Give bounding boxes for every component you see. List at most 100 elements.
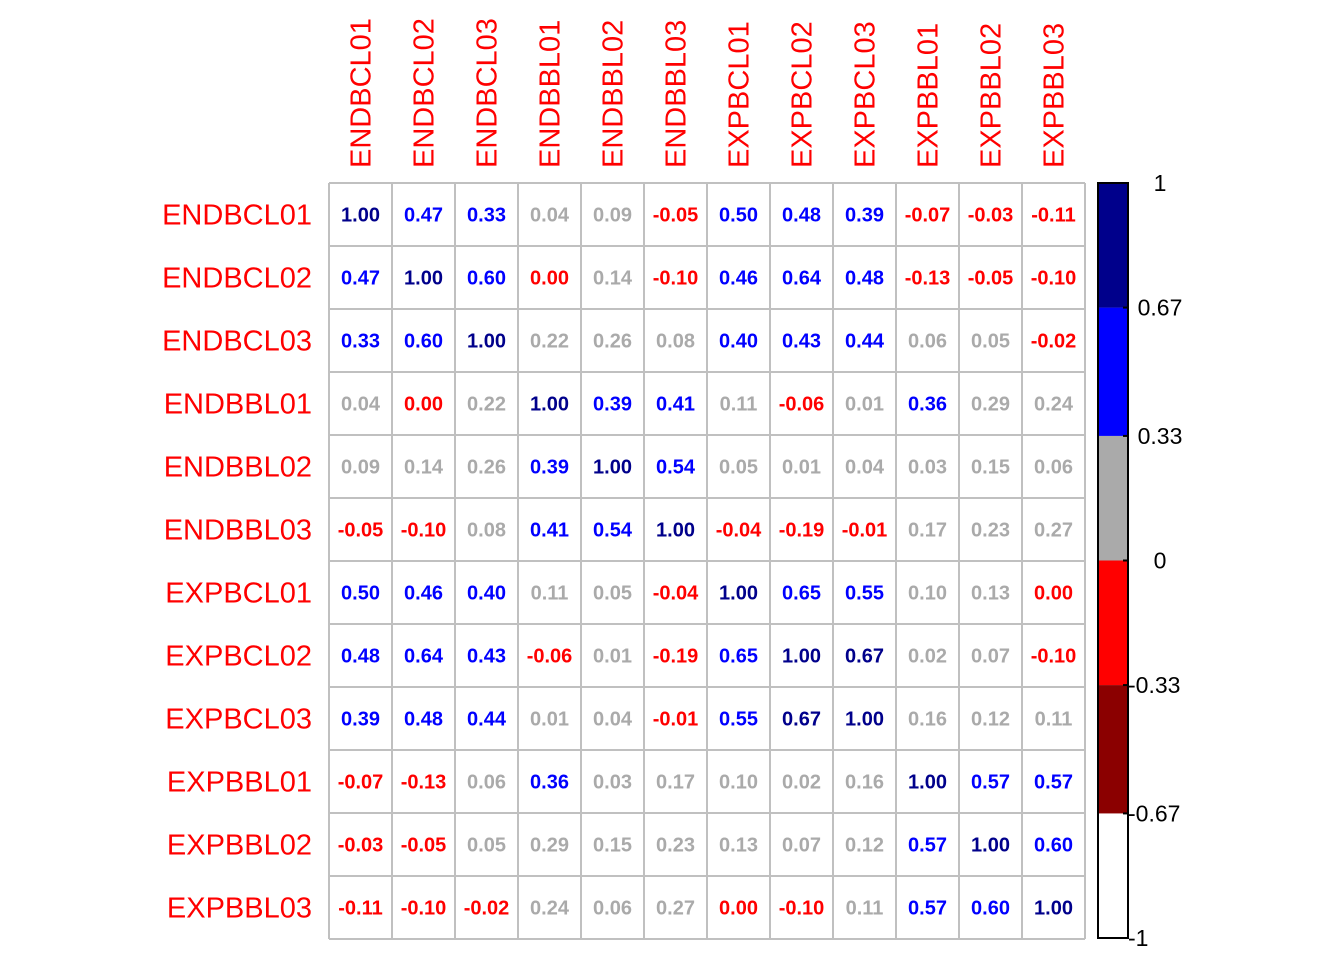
column-label: ENDBBL01 — [535, 20, 567, 168]
cell-value-label: 0.60 — [971, 898, 1010, 920]
cell-value-label: 0.11 — [846, 898, 884, 920]
cell-value-label: 0.67 — [845, 646, 884, 668]
cell-value-label: -0.03 — [968, 205, 1014, 227]
cell-value-label: 0.64 — [782, 268, 822, 290]
colorbar-tick-label: -0.67 — [1128, 800, 1180, 826]
cell-value-label: 0.50 — [719, 205, 758, 227]
cell-value-label: 1.00 — [404, 268, 443, 290]
cell-value-label: 0.48 — [404, 709, 443, 731]
column-label: ENDBBL03 — [661, 20, 693, 168]
cell-value-label: -0.11 — [1031, 205, 1075, 227]
cell-value-label: 0.47 — [341, 268, 380, 290]
row-label: EXPBCL02 — [165, 641, 312, 673]
cell-value-label: 0.04 — [530, 205, 570, 227]
cell-value-label: 0.22 — [530, 331, 569, 353]
cell-value-label: 1.00 — [530, 394, 569, 416]
colorbar-segment — [1098, 435, 1128, 561]
colorbar-segment — [1098, 183, 1128, 308]
cell-value-label: 0.01 — [530, 709, 569, 731]
cell-value-label: 0.05 — [593, 583, 632, 605]
cell-value-label: -0.10 — [653, 268, 699, 290]
cell-value-label: 0.29 — [971, 394, 1010, 416]
cell-value-label: 1.00 — [341, 205, 380, 227]
colorbar-tick-label: 0.67 — [1138, 295, 1183, 321]
cell-value-label: 0.06 — [1034, 457, 1073, 479]
row-label: EXPBBL01 — [167, 767, 312, 799]
cell-value-label: 0.11 — [1035, 709, 1073, 731]
cell-value-label: 0.14 — [593, 268, 633, 290]
cell-value-label: -0.06 — [779, 394, 825, 416]
cell-value-label: 0.39 — [593, 394, 632, 416]
cell-value-label: 0.50 — [341, 583, 380, 605]
cell-value-label: 0.15 — [593, 835, 632, 857]
column-label: ENDBBL02 — [598, 20, 630, 168]
cell-value-label: -0.10 — [1031, 646, 1077, 668]
cell-value-label: 0.07 — [971, 646, 1010, 668]
cell-value-label: 0.03 — [593, 772, 632, 794]
cell-value-label: 0.46 — [719, 268, 758, 290]
heatmap-grid — [328, 182, 1086, 940]
cell-value-label: 0.24 — [530, 898, 570, 920]
cell-value-label: 0.33 — [341, 331, 380, 353]
row-label: EXPBBL03 — [167, 893, 312, 925]
cell-value-label: -0.05 — [338, 520, 384, 542]
cell-value-label: 0.44 — [467, 709, 507, 731]
cell-value-label: 0.60 — [1034, 835, 1073, 857]
cell-value-label: -0.10 — [779, 898, 825, 920]
cell-value-label: -0.10 — [1031, 268, 1077, 290]
column-label: EXPBBL03 — [1039, 23, 1071, 168]
column-label: EXPBCL01 — [724, 21, 756, 168]
cell-value-label: 0.44 — [845, 331, 885, 353]
colorbar-tick-label: 0.33 — [1138, 423, 1183, 449]
row-label: ENDBCL01 — [162, 200, 312, 232]
column-label: EXPBBL01 — [913, 23, 945, 168]
column-label: EXPBBL02 — [976, 23, 1008, 168]
cell-value-label: 0.00 — [404, 394, 443, 416]
cell-value-label: 0.29 — [530, 835, 569, 857]
cell-value-label: -0.11 — [338, 898, 382, 920]
cell-value-label: 1.00 — [467, 331, 506, 353]
colorbar-segment — [1098, 307, 1128, 436]
row-label: EXPBCL03 — [165, 704, 312, 736]
cell-value-label: 0.40 — [719, 331, 758, 353]
cell-value-label: 0.00 — [1034, 583, 1073, 605]
cell-value-label: -0.10 — [401, 520, 447, 542]
row-label: EXPBBL02 — [167, 830, 312, 862]
cell-value-label: 0.12 — [971, 709, 1010, 731]
colorbar-tick-label: 1 — [1154, 170, 1167, 196]
cell-value-label: 0.48 — [845, 268, 884, 290]
cell-value-label: 0.01 — [593, 646, 632, 668]
cell-value-label: -0.07 — [338, 772, 384, 794]
column-label: ENDBCL01 — [346, 18, 378, 168]
cell-value-label: 0.47 — [404, 205, 443, 227]
cell-value-label: 0.27 — [656, 898, 695, 920]
row-label: ENDBBL02 — [164, 452, 312, 484]
cell-value-label: 1.00 — [593, 457, 632, 479]
cell-value-label: 0.04 — [845, 457, 885, 479]
cell-value-label: 0.36 — [908, 394, 947, 416]
cell-value-label: 0.48 — [782, 205, 821, 227]
cell-value-label: 0.55 — [845, 583, 884, 605]
cell-value-label: 0.36 — [530, 772, 569, 794]
colorbar-segment — [1098, 813, 1128, 938]
cell-value-label: 0.60 — [404, 331, 443, 353]
cell-value-label: 0.48 — [341, 646, 380, 668]
cell-value-label: -0.02 — [464, 898, 510, 920]
cell-value-label: 0.06 — [908, 331, 947, 353]
colorbar-tick-label: -0.33 — [1128, 672, 1180, 698]
cell-value-label: 0.33 — [467, 205, 506, 227]
cell-value-label: 0.05 — [719, 457, 758, 479]
colorbar-tick-label: -1 — [1128, 925, 1148, 951]
colorbar-segment — [1098, 560, 1128, 686]
colorbar-tick-label: 0 — [1154, 548, 1167, 574]
cell-value-label: -0.04 — [653, 583, 699, 605]
cell-value-label: 1.00 — [971, 835, 1010, 857]
column-label: ENDBCL03 — [472, 18, 504, 168]
cell-value-label: 0.13 — [719, 835, 758, 857]
cell-value-label: 0.64 — [404, 646, 444, 668]
cell-value-label: 0.00 — [719, 898, 758, 920]
cell-value-label: -0.05 — [968, 268, 1014, 290]
cell-value-label: -0.05 — [401, 835, 447, 857]
cell-value-label: 0.26 — [467, 457, 506, 479]
